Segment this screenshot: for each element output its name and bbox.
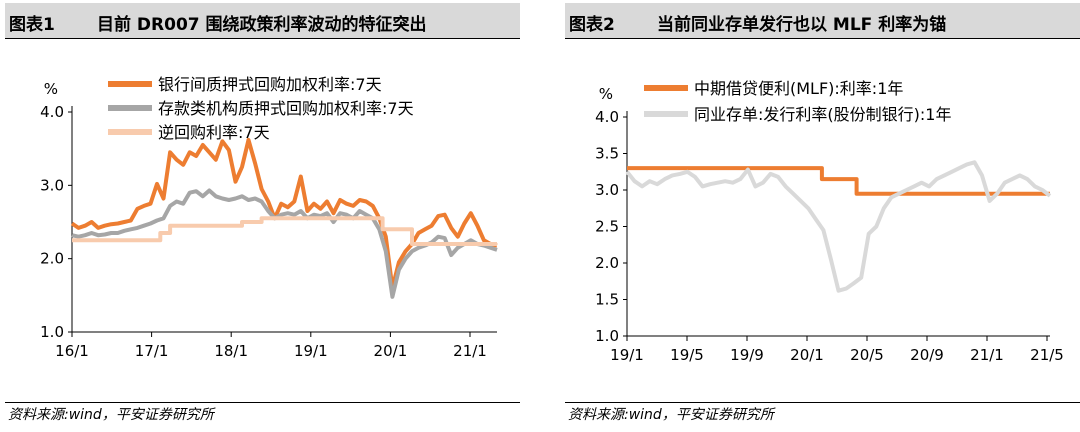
y-tick-label: 4.0 (595, 108, 619, 126)
chart-title: 目前 DR007 围绕政策利率波动的特征突出 (97, 15, 427, 35)
source-note: 资料来源:wind，平安证券研究所 (568, 407, 774, 423)
legend-label: 同业存单:发行利率(股份制银行):1年 (694, 105, 951, 124)
x-tick-label: 19/1 (610, 346, 644, 364)
x-tick-label: 20/1 (790, 346, 824, 364)
x-tick-label: 17/1 (135, 342, 169, 360)
series-line-2 (625, 160, 1052, 293)
series-line-1 (70, 137, 498, 290)
x-tick-label: 21/5 (1030, 346, 1064, 364)
y-tick-label: 1.0 (40, 323, 64, 341)
legend-label: 中期借贷便利(MLF):利率:1年 (694, 79, 903, 98)
x-tick-label: 21/1 (453, 342, 487, 360)
figure-number: 图表1 (9, 15, 55, 35)
legend-label: 逆回购利率:7天 (158, 123, 270, 142)
y-tick-label: 3.0 (595, 181, 619, 199)
x-tick-label: 19/1 (294, 342, 328, 360)
chart-panel-right: 图表2 当前同业存单发行也以 MLF 利率为锚 1.0 1.5 2.0 2.5 3.0 3… (560, 0, 1080, 432)
x-tick-label: 20/5 (850, 346, 884, 364)
legend-label: 银行间质押式回购加权利率:7天 (158, 75, 382, 94)
chart-right: 1.0 1.5 2.0 2.5 3.0 3.5 4.0% 19/1 19/5 19/9 20/1 20… (595, 79, 1064, 364)
figure-number: 图表2 (569, 15, 615, 35)
y-tick-label: 2.0 (595, 254, 619, 272)
divider (565, 402, 1080, 403)
y-axis-unit: % (599, 85, 613, 103)
series-line-3 (72, 216, 497, 246)
x-tick-label: 19/5 (670, 346, 704, 364)
legend-label: 存款类机构质押式回购加权利率:7天 (158, 99, 414, 118)
divider (5, 402, 520, 403)
x-tick-label: 20/9 (910, 346, 944, 364)
x-tick-label: 19/9 (730, 346, 764, 364)
y-tick-label: 4.0 (40, 103, 64, 121)
y-tick-label: 3.5 (595, 145, 619, 163)
chart-panel-left: 图表1 目前 DR007 围绕政策利率波动的特征突出 1.0 2.0 3.0 4.0%… (0, 0, 520, 432)
series-line-1 (627, 166, 1050, 196)
source-note: 资料来源:wind，平安证券研究所 (8, 407, 214, 423)
y-tick-label: 2.5 (595, 218, 619, 236)
title-bar: 图表2 当前同业存单发行也以 MLF 利率为锚 (565, 3, 1080, 39)
x-tick-label: 18/1 (214, 342, 248, 360)
y-tick-label: 1.5 (595, 291, 619, 309)
x-tick-label: 20/1 (374, 342, 408, 360)
title-bar: 图表1 目前 DR007 围绕政策利率波动的特征突出 (5, 3, 520, 39)
y-tick-label: 1.0 (595, 327, 619, 345)
y-tick-label: 2.0 (40, 250, 64, 268)
x-tick-label: 21/1 (970, 346, 1004, 364)
x-tick-label: 16/1 (55, 342, 89, 360)
chart-title: 当前同业存单发行也以 MLF 利率为锚 (657, 15, 947, 35)
y-tick-label: 3.0 (40, 176, 64, 194)
y-axis-unit: % (44, 80, 58, 98)
chart-left: 1.0 2.0 3.0 4.0% 16/1 17/1 18/1 19/1 20/1 21/1 银行间… (40, 75, 498, 360)
